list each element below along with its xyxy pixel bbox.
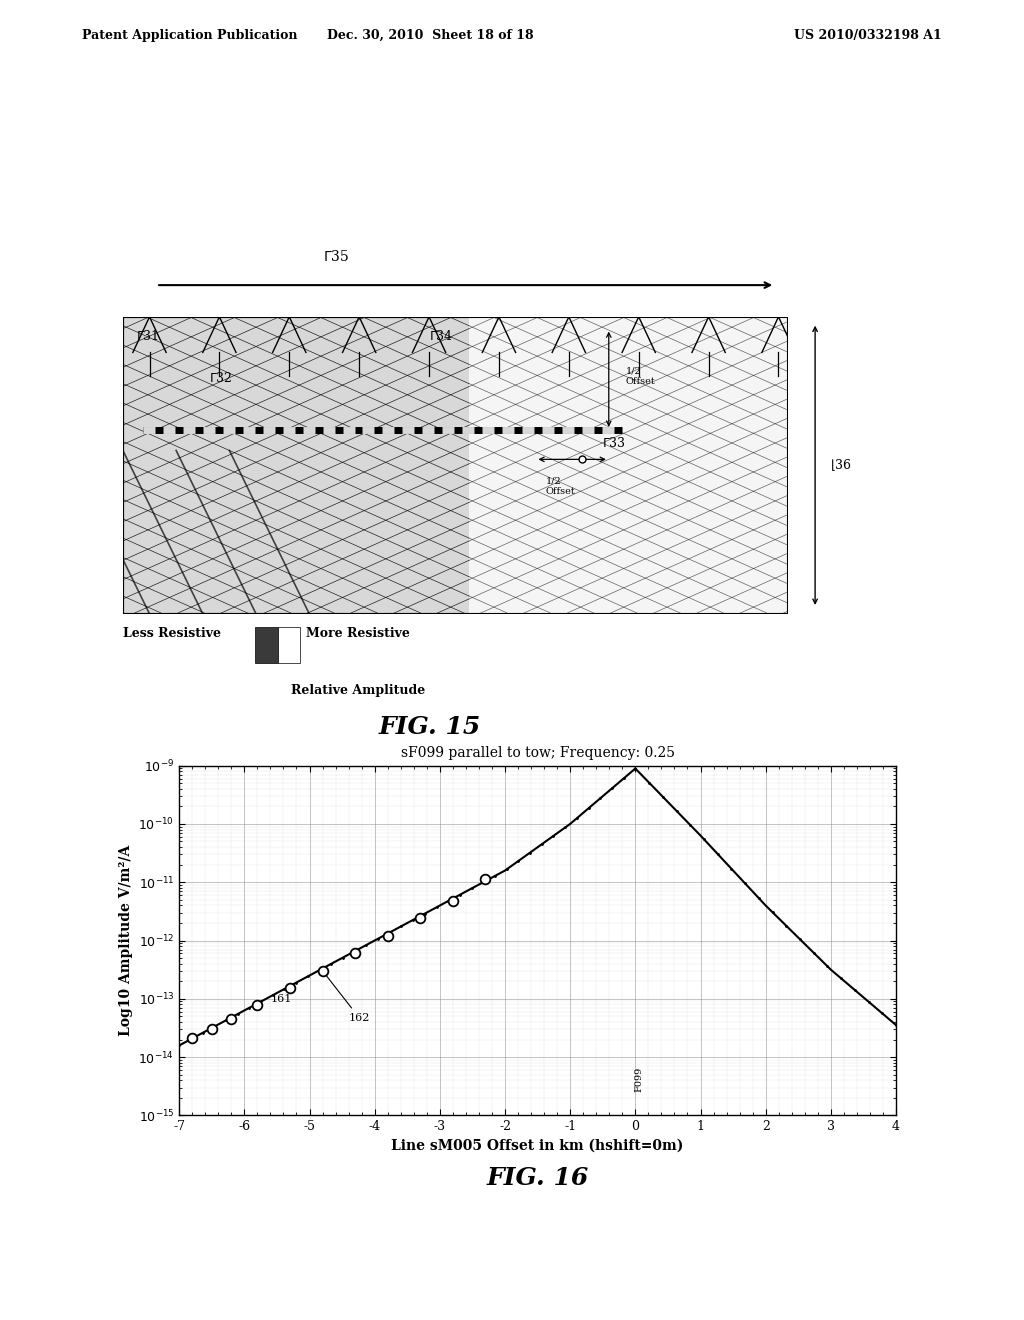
Text: 162: 162 (325, 973, 370, 1023)
Bar (255, 627, 278, 664)
Text: 1/2
Offset: 1/2 Offset (626, 367, 655, 385)
Text: $\lfloor$36: $\lfloor$36 (830, 458, 853, 473)
Bar (469, 317, 788, 614)
Text: FIG. 16: FIG. 16 (486, 1166, 589, 1189)
Text: Relative Amplitude: Relative Amplitude (291, 684, 426, 697)
Title: sF099 parallel to tow; Frequency: 0.25: sF099 parallel to tow; Frequency: 0.25 (400, 746, 675, 760)
Text: Dec. 30, 2010  Sheet 18 of 18: Dec. 30, 2010 Sheet 18 of 18 (327, 29, 534, 42)
Bar (278, 627, 300, 664)
Text: US 2010/0332198 A1: US 2010/0332198 A1 (795, 29, 942, 42)
X-axis label: Line sM005 Offset in km (hshift=0m): Line sM005 Offset in km (hshift=0m) (391, 1139, 684, 1152)
Text: $\Gamma$32: $\Gamma$32 (210, 371, 232, 385)
Text: F099: F099 (634, 1067, 643, 1092)
Text: More Resistive: More Resistive (306, 627, 410, 640)
Text: FIG. 15: FIG. 15 (379, 715, 481, 739)
Text: Patent Application Publication: Patent Application Publication (82, 29, 297, 42)
Text: $\Gamma$35: $\Gamma$35 (323, 249, 349, 264)
Text: $\Gamma$33: $\Gamma$33 (602, 437, 626, 450)
Text: Less Resistive: Less Resistive (123, 627, 221, 640)
Text: $\Gamma$31: $\Gamma$31 (136, 329, 160, 343)
Text: 161: 161 (270, 989, 292, 1003)
Text: 1/2
Offset: 1/2 Offset (546, 477, 575, 496)
Text: $\Gamma$34: $\Gamma$34 (429, 329, 454, 343)
Y-axis label: Log10 Amplitude V/m²/A: Log10 Amplitude V/m²/A (119, 845, 133, 1036)
